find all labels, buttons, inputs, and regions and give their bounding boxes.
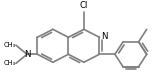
- Text: CH₃: CH₃: [3, 60, 16, 66]
- Text: N: N: [24, 50, 30, 59]
- Text: CH₃: CH₃: [3, 42, 16, 48]
- Text: Cl: Cl: [80, 1, 88, 10]
- Text: N: N: [101, 32, 108, 41]
